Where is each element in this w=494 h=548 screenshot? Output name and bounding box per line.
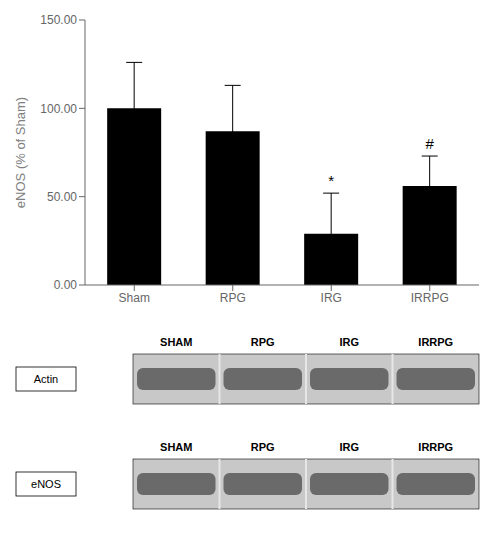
svg-text:100.00: 100.00	[40, 102, 77, 116]
svg-text:IRRPG: IRRPG	[411, 291, 449, 305]
svg-text:RPG: RPG	[251, 336, 275, 348]
svg-text:Sham: Sham	[119, 291, 150, 305]
svg-text:IRG: IRG	[339, 441, 359, 453]
svg-text:eNOS (% of Sham): eNOS (% of Sham)	[13, 97, 28, 208]
svg-text:RPG: RPG	[251, 441, 275, 453]
svg-text:#: #	[426, 135, 435, 152]
svg-text:SHAM: SHAM	[160, 336, 192, 348]
svg-text:IRG: IRG	[321, 291, 342, 305]
svg-text:SHAM: SHAM	[160, 441, 192, 453]
svg-text:IRG: IRG	[339, 336, 359, 348]
svg-text:RPG: RPG	[220, 291, 246, 305]
svg-text:50.00: 50.00	[47, 190, 77, 204]
svg-text:150.00: 150.00	[40, 13, 77, 27]
svg-text:*: *	[328, 172, 334, 189]
svg-text:Actin: Actin	[34, 373, 58, 385]
svg-text:IRRPG: IRRPG	[418, 336, 453, 348]
svg-text:eNOS: eNOS	[31, 478, 61, 490]
svg-text:0.00: 0.00	[54, 278, 78, 292]
svg-text:IRRPG: IRRPG	[418, 441, 453, 453]
